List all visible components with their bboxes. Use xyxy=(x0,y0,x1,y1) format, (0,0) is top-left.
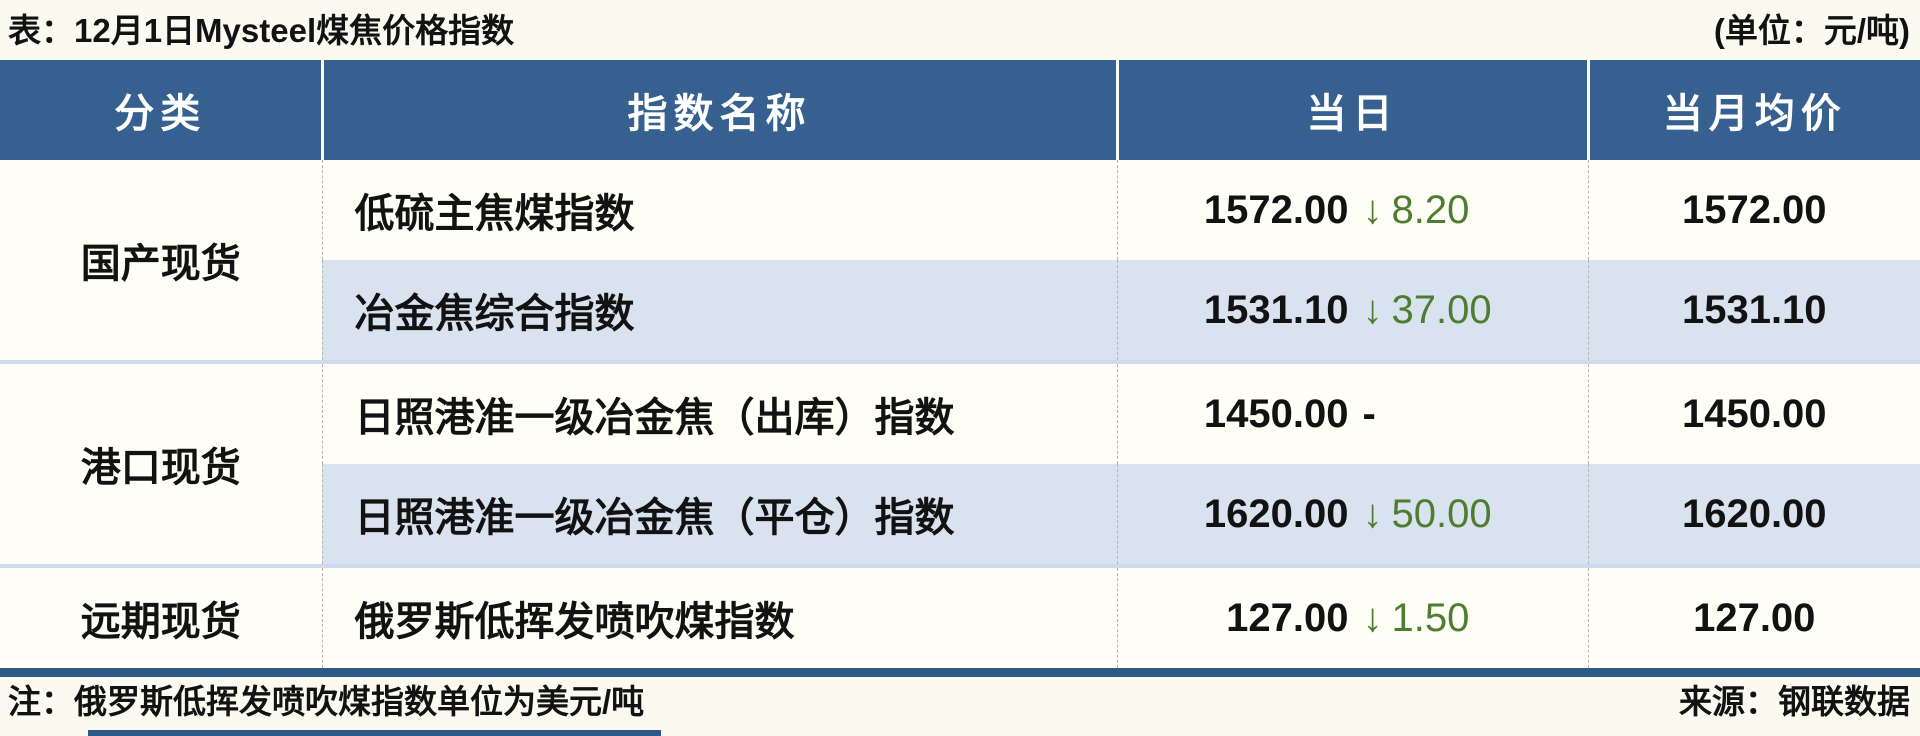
col-header-daily: 当日 xyxy=(1115,60,1588,160)
table-row: 港口现货 日照港准一级冶金焦（出库）指数 1450.00 - 1450.00 xyxy=(0,362,1920,568)
month-avg-cell: 1572.00 xyxy=(1587,160,1920,260)
price-index-table: 分类 指数名称 当日 当月均价 国产现货 低硫主焦煤指数 1572.00 ↓ 8.… xyxy=(0,60,1920,677)
down-arrow-icon: ↓ xyxy=(1362,287,1383,332)
month-avg-cell: 1531.10 xyxy=(1587,260,1920,364)
category-cell-domestic: 国产现货 xyxy=(0,160,322,364)
category-cell-forward: 远期现货 xyxy=(0,566,322,677)
daily-value: 1450.00 xyxy=(1203,391,1349,436)
page-title: 表：12月1日Mysteel煤焦价格指数 xyxy=(8,12,515,49)
title-bar: 表：12月1日Mysteel煤焦价格指数 (单位：元/吨) xyxy=(0,0,1920,56)
daily-value: 127.00 xyxy=(1226,595,1349,640)
index-name-cell: 低硫主焦煤指数 xyxy=(321,160,1117,260)
index-name-cell: 日照港准一级冶金焦（出库）指数 xyxy=(321,362,1117,464)
table-row: 国产现货 低硫主焦煤指数 1572.00 ↓ 8.20 1572.00 xyxy=(0,160,1920,364)
table-row: 冶金焦综合指数 1531.10 ↓ 37.00 1531.10 xyxy=(0,260,1920,364)
daily-value-cell: 1572.00 ↓ 8.20 xyxy=(1116,160,1588,260)
month-avg-cell: 1620.00 xyxy=(1587,464,1920,568)
header-row: 分类 指数名称 当日 当月均价 xyxy=(0,60,1920,160)
daily-change: ↓ 37.00 xyxy=(1363,288,1492,333)
daily-value: 1620.00 xyxy=(1203,491,1349,536)
col-header-category: 分类 xyxy=(0,60,322,160)
daily-change: ↓ 8.20 xyxy=(1363,188,1470,233)
footnote: 注：俄罗斯低挥发喷吹煤指数单位为美元/吨 xyxy=(8,683,645,720)
index-name-cell: 俄罗斯低挥发喷吹煤指数 xyxy=(321,566,1117,677)
daily-value-cell: 1620.00 ↓ 50.00 xyxy=(1116,464,1588,568)
footer-bar: 注：俄罗斯低挥发喷吹煤指数单位为美元/吨 来源：钢联数据 xyxy=(0,674,1920,724)
daily-value: 1531.10 xyxy=(1203,287,1349,332)
daily-value-cell: 1450.00 - xyxy=(1116,362,1588,464)
month-avg-cell: 1450.00 xyxy=(1587,362,1920,464)
down-arrow-icon: ↓ xyxy=(1362,595,1383,640)
index-name-cell: 冶金焦综合指数 xyxy=(321,260,1117,364)
change-value: - xyxy=(1362,391,1376,436)
col-header-month-avg: 当月均价 xyxy=(1586,60,1920,160)
index-name-cell: 日照港准一级冶金焦（平仓）指数 xyxy=(321,464,1117,568)
daily-value-cell: 1531.10 ↓ 37.00 xyxy=(1116,260,1588,364)
unit-label: (单位：元/吨) xyxy=(1713,12,1910,49)
month-avg-cell: 127.00 xyxy=(1587,566,1920,677)
down-arrow-icon: ↓ xyxy=(1362,491,1383,536)
daily-value: 1572.00 xyxy=(1203,187,1349,232)
change-value: 50.00 xyxy=(1391,491,1492,536)
daily-change: ↓ 1.50 xyxy=(1363,596,1470,641)
down-arrow-icon: ↓ xyxy=(1362,187,1383,232)
change-value: 1.50 xyxy=(1391,595,1470,640)
table-row: 远期现货 俄罗斯低挥发喷吹煤指数 127.00 ↓ 1.50 127.00 xyxy=(0,566,1920,677)
bottom-partial-bar xyxy=(88,730,661,736)
daily-change: ↓ 50.00 xyxy=(1363,492,1492,537)
col-header-index-name: 指数名称 xyxy=(320,60,1117,160)
change-value: 37.00 xyxy=(1391,287,1492,332)
category-cell-port: 港口现货 xyxy=(0,362,322,568)
daily-change: - xyxy=(1363,392,1376,437)
daily-value-cell: 127.00 ↓ 1.50 xyxy=(1116,566,1588,677)
change-value: 8.20 xyxy=(1391,187,1470,232)
source-label: 来源：钢联数据 xyxy=(1679,683,1910,720)
table-row: 日照港准一级冶金焦（平仓）指数 1620.00 ↓ 50.00 1620.00 xyxy=(0,464,1920,568)
